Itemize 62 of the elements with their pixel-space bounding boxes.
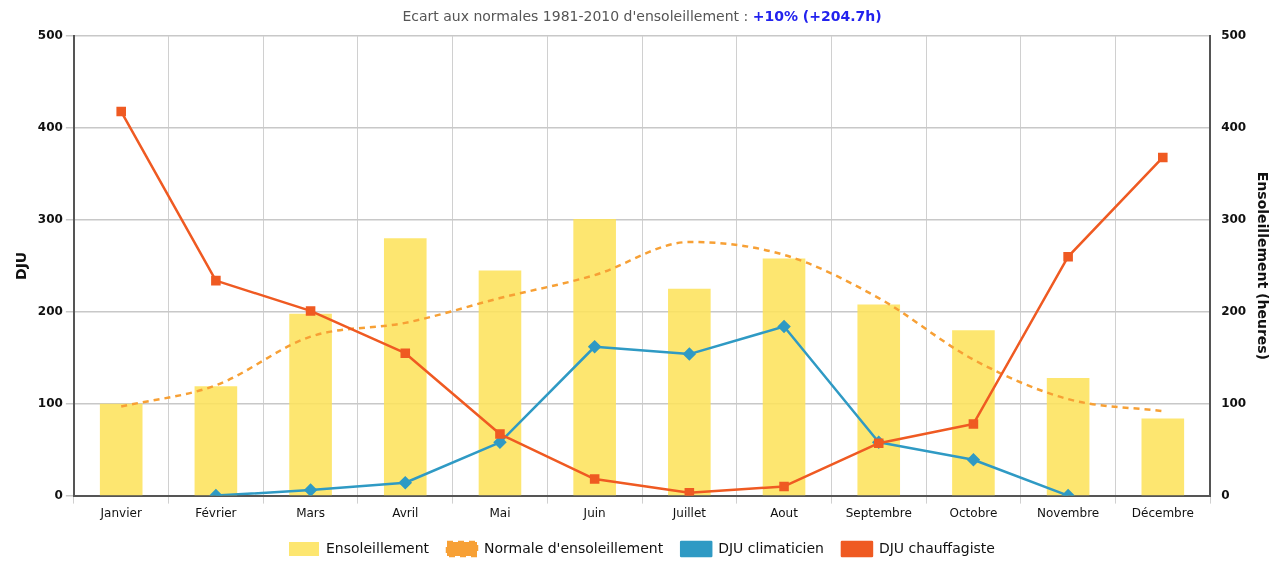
x-tick-label: Juillet	[671, 505, 707, 520]
y-tick-label: 500	[37, 28, 63, 43]
x-tick-label: Mars	[296, 505, 326, 520]
point	[116, 106, 126, 117]
point	[400, 348, 411, 358]
y-tick-label: 200	[37, 303, 63, 318]
point	[1158, 152, 1168, 163]
x-tick-label: Février	[195, 505, 237, 520]
bar	[99, 403, 143, 496]
point	[684, 488, 695, 496]
x-tick-label: Juin	[582, 505, 606, 520]
bar	[762, 258, 806, 496]
point	[304, 483, 317, 496]
y-tick-label: 400	[37, 120, 63, 135]
bar	[1141, 418, 1185, 496]
y-axis-title: DJU	[13, 251, 30, 280]
legend-label: DJU chauffagiste	[878, 539, 995, 556]
point	[967, 453, 980, 467]
bar	[952, 330, 995, 496]
point	[589, 474, 600, 484]
y2-tick-label: 300	[1221, 212, 1247, 227]
x-tick-label: Janvier	[99, 505, 142, 520]
y2-tick-label: 0	[1221, 487, 1230, 502]
point	[493, 436, 507, 449]
point	[683, 347, 696, 361]
point	[399, 476, 412, 489]
y2-tick-label: 400	[1221, 120, 1247, 135]
bar	[289, 313, 332, 496]
point	[495, 429, 505, 439]
legend-label: Normale d'ensoleillement	[484, 539, 664, 556]
x-tick-label: Avril	[392, 505, 419, 520]
x-tick-label: Septembre	[845, 505, 912, 520]
point	[779, 481, 789, 492]
x-tick-label: Décembre	[1131, 505, 1194, 520]
point	[211, 275, 221, 286]
y-tick-label: 0	[54, 487, 63, 502]
bar	[478, 270, 522, 496]
point	[968, 419, 979, 429]
y-tick-label: 300	[37, 212, 63, 227]
y2-tick-label: 200	[1221, 303, 1247, 318]
bar	[857, 304, 901, 496]
chart-subtitle: +10% (+204.7h)	[752, 8, 882, 24]
x-tick-label: Aout	[770, 505, 799, 520]
x-tick-label: Mai	[489, 505, 511, 520]
point	[1063, 251, 1073, 262]
bar	[1046, 377, 1090, 496]
bar	[383, 238, 427, 496]
y2-tick-label: 500	[1221, 28, 1247, 43]
legend-label: Ensoleillement	[326, 539, 430, 556]
bar	[668, 288, 711, 496]
chart-title: Ecart aux normales 1981-2010 d'ensoleillement :	[402, 8, 749, 24]
bar	[194, 386, 238, 496]
y2-tick-label: 100	[1221, 395, 1247, 410]
bar	[573, 219, 616, 496]
point	[305, 306, 316, 316]
legend-label: DJU climaticien	[718, 539, 824, 556]
y-tick-label: 100	[37, 395, 63, 410]
y2-axis-title: Ensoleillement (heures)	[1254, 171, 1271, 361]
x-tick-label: Novembre	[1037, 505, 1100, 520]
point	[588, 340, 601, 353]
point	[777, 320, 791, 333]
x-tick-label: Octobre	[949, 505, 998, 520]
